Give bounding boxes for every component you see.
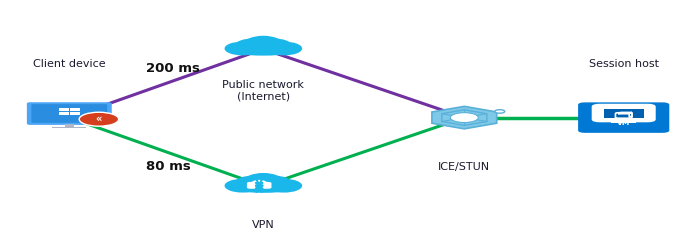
- Text: 200 ms: 200 ms: [146, 62, 200, 75]
- Ellipse shape: [251, 175, 292, 191]
- Text: Public network
(Internet): Public network (Internet): [222, 80, 304, 101]
- Text: «: «: [96, 114, 102, 124]
- Circle shape: [495, 110, 505, 113]
- Ellipse shape: [244, 173, 283, 190]
- Ellipse shape: [227, 45, 299, 56]
- Bar: [59, 108, 69, 111]
- FancyBboxPatch shape: [247, 182, 272, 189]
- FancyBboxPatch shape: [592, 104, 656, 122]
- Bar: [64, 124, 74, 127]
- FancyBboxPatch shape: [27, 102, 112, 125]
- Bar: [59, 112, 69, 115]
- Ellipse shape: [225, 42, 261, 55]
- Circle shape: [450, 113, 478, 122]
- Text: Session host: Session host: [588, 59, 659, 69]
- Ellipse shape: [266, 179, 302, 193]
- FancyBboxPatch shape: [578, 102, 669, 133]
- Circle shape: [79, 112, 119, 126]
- Bar: [53, 127, 86, 128]
- Ellipse shape: [251, 38, 292, 54]
- Ellipse shape: [266, 42, 302, 55]
- Ellipse shape: [227, 182, 299, 193]
- Ellipse shape: [225, 179, 261, 193]
- Text: 80 ms: 80 ms: [146, 160, 191, 173]
- Polygon shape: [432, 106, 497, 129]
- Ellipse shape: [234, 175, 276, 191]
- Text: VM: VM: [617, 120, 631, 126]
- Ellipse shape: [244, 36, 283, 52]
- Bar: [620, 119, 627, 122]
- Bar: [70, 112, 80, 115]
- Text: Client device: Client device: [33, 59, 105, 69]
- Text: ICE/STUN: ICE/STUN: [438, 162, 491, 172]
- Text: VPN: VPN: [252, 220, 274, 230]
- Bar: [70, 108, 80, 111]
- FancyBboxPatch shape: [31, 104, 107, 123]
- Bar: [604, 109, 644, 118]
- Ellipse shape: [234, 38, 276, 54]
